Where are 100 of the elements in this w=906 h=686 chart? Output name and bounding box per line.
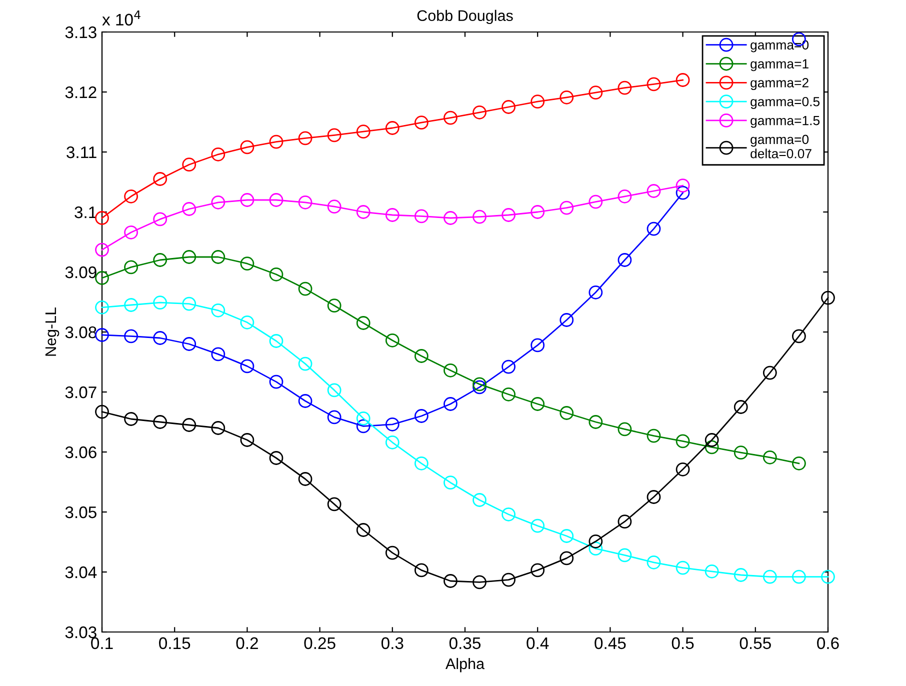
point — [560, 200, 574, 215]
point — [385, 546, 400, 560]
point — [298, 195, 312, 210]
legend-label: gamma=1.5 — [750, 116, 820, 128]
point — [472, 210, 486, 224]
point — [356, 124, 370, 139]
point — [676, 462, 690, 476]
point — [211, 195, 226, 210]
point — [356, 205, 370, 219]
x-tick-label: 0.15 — [159, 637, 190, 650]
point — [95, 404, 109, 419]
point — [327, 383, 342, 398]
point — [211, 347, 226, 362]
point — [530, 94, 545, 109]
y-axis-title: Neg-LL — [45, 307, 60, 356]
point — [472, 575, 486, 590]
y-tick-label: 3.04 — [65, 566, 97, 578]
point — [444, 110, 458, 125]
y-tick-label: 3.06 — [65, 446, 96, 458]
point — [646, 222, 661, 236]
point — [327, 497, 342, 512]
point — [124, 189, 138, 204]
chart-title: Cobb Douglas — [417, 10, 513, 24]
point — [530, 338, 545, 352]
point — [240, 433, 254, 447]
y-tick-label: 3.11 — [66, 146, 96, 158]
point — [298, 131, 312, 146]
point — [211, 421, 226, 435]
point — [821, 570, 835, 584]
point — [269, 267, 284, 282]
point — [792, 456, 806, 470]
point — [618, 253, 632, 267]
point — [356, 419, 370, 434]
point — [327, 200, 342, 214]
x-axis-title: Alpha — [445, 658, 485, 672]
point — [792, 329, 806, 344]
point — [502, 387, 516, 402]
point — [182, 296, 196, 311]
point — [298, 282, 312, 296]
point — [472, 105, 486, 120]
x-tick-label: 0.2 — [236, 637, 258, 650]
point — [444, 574, 458, 588]
point — [734, 568, 748, 582]
x-tick-label: 0.5 — [672, 637, 694, 650]
point — [240, 140, 254, 154]
point — [762, 366, 777, 380]
point — [95, 328, 109, 342]
point — [385, 208, 400, 222]
point — [734, 400, 748, 414]
point — [646, 184, 661, 198]
point — [327, 410, 342, 424]
point — [734, 446, 748, 460]
point — [356, 316, 370, 330]
point — [472, 377, 486, 392]
point — [704, 433, 719, 447]
point — [618, 189, 632, 204]
point — [560, 551, 574, 566]
point — [618, 80, 632, 95]
x-tick-label: 0.1 — [91, 637, 113, 650]
point — [414, 116, 428, 130]
point — [560, 90, 574, 104]
x-tick-label: 0.4 — [526, 637, 549, 650]
point — [560, 406, 574, 420]
point — [182, 250, 196, 264]
point — [588, 194, 603, 209]
point — [530, 205, 545, 219]
x-tick-label: 0.35 — [449, 637, 481, 650]
point — [211, 250, 226, 264]
point — [676, 560, 690, 575]
point — [472, 493, 486, 507]
point — [588, 86, 603, 100]
point — [704, 440, 719, 454]
point — [211, 303, 226, 318]
point — [530, 518, 545, 533]
legend-label: gamma=0 delta=0.07 — [750, 134, 812, 158]
point — [356, 411, 370, 426]
point — [646, 490, 661, 504]
point — [182, 158, 196, 172]
point — [646, 428, 661, 443]
point — [240, 256, 254, 271]
point — [444, 476, 458, 490]
point — [153, 331, 168, 345]
point — [618, 514, 632, 529]
point — [444, 211, 458, 225]
point — [588, 415, 603, 429]
point — [153, 172, 168, 186]
y-tick-label: 3.1 — [74, 206, 96, 218]
point — [124, 260, 138, 274]
point — [240, 315, 254, 330]
point — [240, 359, 254, 374]
point — [588, 285, 603, 300]
point — [182, 418, 196, 432]
x-tick-label: 0.3 — [381, 637, 404, 650]
point — [502, 360, 516, 374]
point — [153, 212, 168, 226]
point — [704, 564, 719, 578]
point — [560, 313, 574, 327]
legend-label: gamma=1 — [750, 59, 808, 72]
point — [588, 542, 603, 556]
point — [676, 178, 690, 193]
